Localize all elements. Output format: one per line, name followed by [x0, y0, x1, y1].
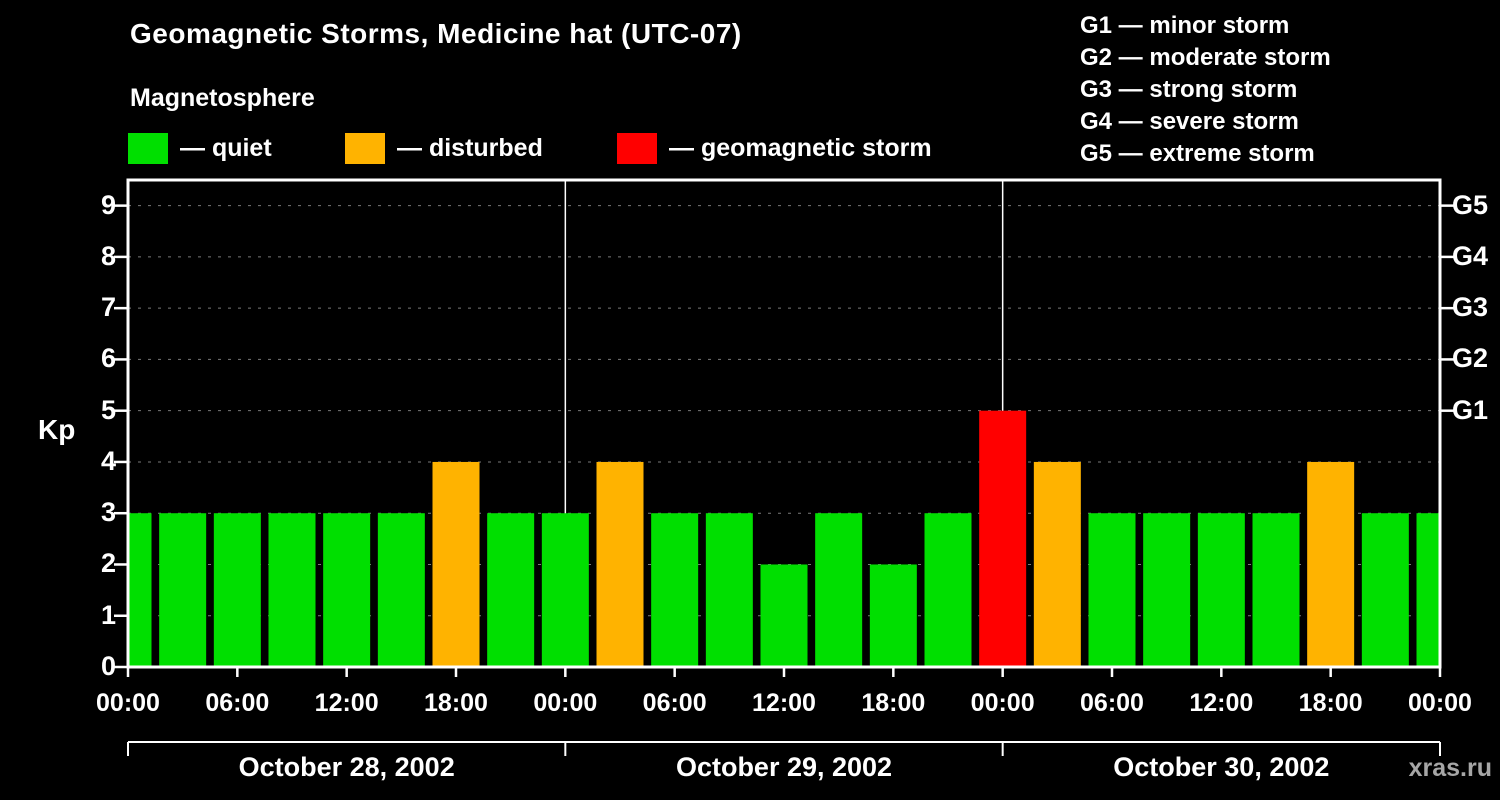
page-title: Geomagnetic Storms, Medicine hat (UTC-07…: [130, 18, 742, 49]
x-axis-tick-label: 18:00: [424, 689, 488, 717]
x-axis-tick-label: 12:00: [752, 689, 816, 717]
x-axis-tick-label: 00:00: [533, 689, 598, 717]
legend-swatch-disturbed: [345, 133, 385, 164]
kp-bar: [760, 564, 808, 667]
kp-bar: [541, 513, 589, 667]
kp-bar: [213, 513, 261, 667]
kp-bar: [1307, 461, 1355, 667]
kp-bar: [323, 513, 371, 667]
kp-bar: [596, 461, 644, 667]
kp-bar: [815, 513, 863, 667]
kp-bar: [487, 513, 535, 667]
kp-bar: [1361, 513, 1409, 667]
kp-bar: [1143, 513, 1191, 667]
legend-label-quiet: — quiet: [180, 134, 272, 162]
kp-bar: [651, 513, 699, 667]
g-scale-line-g5: G5 — extreme storm: [1080, 140, 1315, 167]
kp-bar: [1088, 513, 1136, 667]
kp-bar: [377, 513, 425, 667]
g-scale-line-g4: G4 — severe storm: [1080, 108, 1299, 135]
x-axis-tick-label: 00:00: [970, 689, 1035, 717]
chart-subtitle: Magnetosphere: [130, 84, 315, 112]
legend-swatch-storm: [617, 133, 657, 164]
x-axis-tick-label: 06:00: [642, 689, 707, 717]
kp-bar: [924, 513, 972, 667]
kp-bar: [1197, 513, 1245, 667]
x-axis-tick-label: 12:00: [314, 689, 379, 717]
g-scale-line-g3: G3 — strong storm: [1080, 76, 1298, 103]
g-scale-legend: G1 — minor storm G2 — moderate storm G3 …: [1080, 10, 1331, 170]
x-axis-tick-label: 00:00: [1408, 689, 1472, 717]
g-scale-line-g1: G1 — minor storm: [1080, 12, 1290, 39]
g-scale-line-g2: G2 — moderate storm: [1080, 44, 1331, 71]
legend-label-storm: — geomagnetic storm: [669, 134, 932, 162]
kp-bar: [1416, 513, 1440, 667]
legend-label-disturbed: — disturbed: [397, 134, 543, 162]
x-axis-tick-label: 18:00: [861, 689, 926, 717]
x-axis-tick-label: 18:00: [1298, 689, 1363, 717]
kp-bar: [869, 564, 917, 667]
kp-bar: [1252, 513, 1300, 667]
kp-bar-chart: [114, 178, 1454, 677]
kp-bar: [268, 513, 316, 667]
legend-swatch-quiet: [128, 133, 168, 164]
day-axis-bracket: [127, 741, 1441, 756]
y-axis-label: Kp: [38, 414, 76, 445]
kp-bar: [128, 513, 152, 667]
kp-bar: [159, 513, 207, 667]
kp-bar: [432, 461, 480, 667]
watermark: xras.ru: [1408, 754, 1492, 782]
kp-bar: [1033, 461, 1081, 667]
kp-bar: [705, 513, 753, 667]
kp-bar: [979, 410, 1027, 667]
x-axis-tick-label: 06:00: [205, 689, 270, 717]
x-axis-tick-label: 06:00: [1080, 689, 1144, 717]
x-axis-tick-label: 00:00: [96, 689, 160, 717]
x-axis-tick-label: 12:00: [1189, 689, 1254, 717]
